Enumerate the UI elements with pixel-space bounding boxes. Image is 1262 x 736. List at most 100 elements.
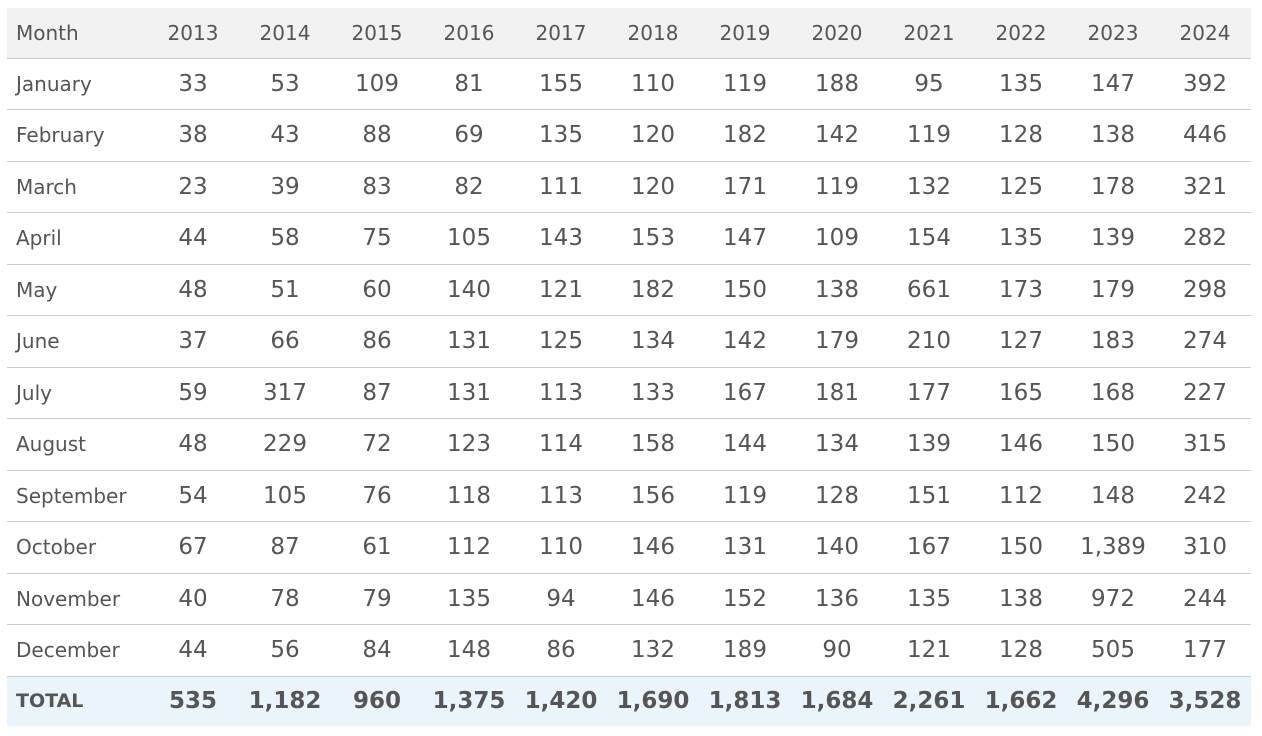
value-cell: 59 [178, 379, 208, 406]
month-row: December 44 56 84 148 86 132 189 90 121 128 505 177 [7, 625, 1251, 676]
value-cell: 58 [270, 225, 300, 252]
value-cell: 140 [447, 276, 491, 303]
value-cell: 150 [999, 534, 1043, 561]
value-cell: 75 [362, 225, 392, 252]
value-cell: 315 [1183, 431, 1227, 458]
total-row: TOTAL 535 1,182 960 1,375 1,420 1,690 1,813 1,68… [7, 676, 1251, 726]
value-cell: 81 [454, 70, 484, 97]
value-cell: 179 [815, 328, 859, 355]
value-cell: 119 [815, 173, 859, 200]
year-header: 2013 [167, 20, 219, 45]
value-cell: 61 [362, 534, 392, 561]
value-cell: 118 [447, 482, 491, 509]
year-header: 2022 [995, 20, 1047, 45]
value-cell: 142 [815, 122, 859, 149]
value-cell: 128 [815, 482, 859, 509]
total-cell: 1,662 [984, 688, 1058, 715]
value-cell: 242 [1183, 482, 1227, 509]
value-cell: 37 [178, 328, 208, 355]
value-cell: 135 [447, 585, 491, 612]
value-cell: 189 [723, 637, 767, 664]
value-cell: 86 [546, 637, 576, 664]
total-cell: 1,420 [524, 688, 598, 715]
value-cell: 67 [178, 534, 208, 561]
value-cell: 110 [631, 70, 675, 97]
value-cell: 147 [723, 225, 767, 252]
total-cell: 4,296 [1076, 688, 1150, 715]
value-cell: 128 [999, 637, 1043, 664]
total-cell: 1,813 [708, 688, 782, 715]
value-cell: 132 [631, 637, 675, 664]
value-cell: 113 [539, 482, 583, 509]
value-cell: 44 [178, 637, 208, 664]
value-cell: 152 [723, 585, 767, 612]
value-cell: 177 [907, 379, 951, 406]
value-cell: 392 [1183, 70, 1227, 97]
value-cell: 274 [1183, 328, 1227, 355]
month-row: March 23 39 83 82 111 120 171 119 132 125 178 321 [7, 161, 1251, 213]
month-cell: June [16, 329, 60, 354]
value-cell: 177 [1183, 637, 1227, 664]
value-cell: 244 [1183, 585, 1227, 612]
value-cell: 39 [270, 173, 300, 200]
value-cell: 181 [815, 379, 859, 406]
value-cell: 79 [362, 585, 392, 612]
value-cell: 120 [631, 122, 675, 149]
value-cell: 33 [178, 70, 208, 97]
year-header: 2021 [903, 20, 955, 45]
value-cell: 114 [539, 431, 583, 458]
value-cell: 123 [447, 431, 491, 458]
value-cell: 87 [270, 534, 300, 561]
value-cell: 105 [447, 225, 491, 252]
value-cell: 66 [270, 328, 300, 355]
value-cell: 105 [263, 482, 307, 509]
value-cell: 135 [539, 122, 583, 149]
value-cell: 112 [999, 482, 1043, 509]
value-cell: 150 [723, 276, 767, 303]
value-cell: 151 [907, 482, 951, 509]
value-cell: 23 [178, 173, 208, 200]
value-cell: 321 [1183, 173, 1227, 200]
value-cell: 125 [999, 173, 1043, 200]
value-cell: 76 [362, 482, 392, 509]
value-cell: 82 [454, 173, 484, 200]
value-cell: 135 [999, 225, 1043, 252]
value-cell: 134 [631, 328, 675, 355]
value-cell: 147 [1091, 70, 1135, 97]
value-cell: 505 [1091, 637, 1135, 664]
year-header: 2016 [443, 20, 495, 45]
value-cell: 146 [631, 534, 675, 561]
table-body: January 33 53 109 81 155 110 119 188 95 135 147 392 F… [7, 58, 1251, 726]
value-cell: 135 [907, 585, 951, 612]
value-cell: 139 [1091, 225, 1135, 252]
value-cell: 83 [362, 173, 392, 200]
total-cell: 1,690 [616, 688, 690, 715]
value-cell: 113 [539, 379, 583, 406]
month-cell: September [16, 483, 127, 508]
value-cell: 136 [815, 585, 859, 612]
value-cell: 38 [178, 122, 208, 149]
value-cell: 142 [723, 328, 767, 355]
year-header: 2017 [535, 20, 587, 45]
year-header: 2019 [719, 20, 771, 45]
value-cell: 121 [907, 637, 951, 664]
value-cell: 131 [447, 379, 491, 406]
value-cell: 188 [815, 70, 859, 97]
value-cell: 120 [631, 173, 675, 200]
month-row: January 33 53 109 81 155 110 119 188 95 135 147 392 [7, 58, 1251, 110]
month-cell: October [16, 535, 97, 560]
year-header: 2020 [811, 20, 863, 45]
year-header: 2015 [351, 20, 403, 45]
value-cell: 131 [723, 534, 767, 561]
value-cell: 298 [1183, 276, 1227, 303]
value-cell: 1,389 [1080, 534, 1146, 561]
value-cell: 51 [270, 276, 300, 303]
total-label: TOTAL [16, 690, 84, 713]
value-cell: 139 [907, 431, 951, 458]
month-cell: January [16, 71, 92, 96]
value-cell: 112 [447, 534, 491, 561]
value-cell: 119 [723, 482, 767, 509]
value-cell: 178 [1091, 173, 1135, 200]
value-cell: 78 [270, 585, 300, 612]
value-cell: 182 [723, 122, 767, 149]
